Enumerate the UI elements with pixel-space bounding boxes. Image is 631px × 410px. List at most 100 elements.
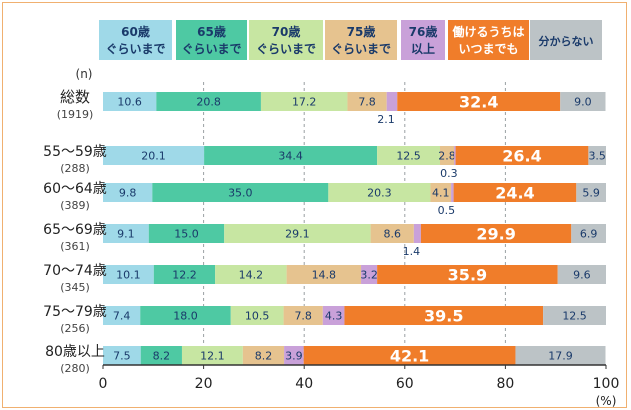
bar-segment-1-2 (377, 146, 441, 165)
bar-segment-5-1 (140, 306, 231, 325)
bar-segment-2-0 (103, 183, 153, 202)
bar-segment-4-3 (286, 265, 362, 284)
bar-segment-5-0 (103, 306, 141, 325)
bar-segment-0-0 (103, 92, 157, 111)
legend-label-0-0: 60歳 (121, 24, 150, 39)
value-label-6-5: 42.1 (390, 347, 429, 366)
value-label-5-6: 12.5 (562, 310, 587, 323)
bar-segment-6-6 (515, 346, 606, 365)
bar-segment-0-4 (386, 92, 398, 111)
category-n-2: (389) (60, 199, 90, 212)
value-label-4-1: 12.2 (172, 269, 197, 282)
bar-segment-4-6 (557, 265, 606, 284)
value-label-0-1: 20.8 (196, 96, 221, 109)
bar-segment-1-0 (103, 146, 205, 165)
bar-segment-5-4 (322, 306, 345, 325)
value-label-0-2: 17.2 (292, 96, 317, 109)
value-label-1-2: 12.5 (396, 150, 421, 163)
legend-label-5-0: 働けるうちは (451, 24, 524, 39)
category-n-3: (361) (60, 240, 90, 253)
value-label-5-4: 4.3 (325, 310, 343, 323)
x-tick-label-2: 40 (295, 376, 313, 392)
value-label-5-3: 7.8 (294, 310, 312, 323)
value-label-0-4: 2.1 (377, 113, 395, 126)
bar-segment-4-5 (377, 265, 558, 284)
legend-label-4-0: 76歳 (409, 24, 438, 39)
legend-label-6-0: 分からない (539, 34, 594, 48)
bar-segment-2-5 (453, 183, 577, 202)
category-label-5: 75～79歳 (43, 304, 107, 320)
x-tick-label-1: 20 (195, 376, 213, 392)
value-label-3-6: 6.9 (580, 228, 598, 241)
bar-segment-4-4 (361, 265, 378, 284)
legend-label-1-1: ぐらいまで (181, 42, 241, 56)
bar-segment-1-4 (454, 146, 456, 165)
legend-label-0-1: ぐらいまで (105, 42, 165, 56)
value-label-6-6: 17.9 (548, 350, 573, 363)
bar-segment-1-1 (204, 146, 378, 165)
x-tick-label-0: 0 (99, 376, 108, 392)
value-label-2-4: 0.5 (438, 204, 456, 217)
legend-label-4-1: 以上 (411, 41, 435, 56)
category-n-1: (288) (60, 162, 90, 175)
value-label-3-4: 1.4 (403, 245, 421, 258)
bars: 10.6 20.8 17.2 7.82.132.4 9.020.1 34.4 12.5 2.8… (103, 92, 606, 366)
value-label-0-3: 7.8 (358, 96, 376, 109)
legend-label-2-1: ぐらいまで (256, 42, 316, 56)
value-label-5-5: 39.5 (424, 307, 463, 326)
bar-segment-0-2 (260, 92, 348, 111)
bar-segment-4-0 (103, 265, 154, 284)
legend-swatch-0 (99, 20, 172, 60)
value-label-6-1: 8.2 (153, 350, 171, 363)
value-label-5-2: 10.5 (245, 310, 270, 323)
legend-label-3-0: 75歳 (347, 24, 376, 39)
bar-segment-6-1 (140, 346, 182, 365)
legend-swatch-1 (176, 20, 247, 60)
bar-segment-2-4 (451, 183, 454, 202)
value-label-5-1: 18.0 (173, 310, 198, 323)
value-label-1-3: 2.8 (438, 150, 456, 163)
value-label-2-0: 9.8 (119, 187, 137, 200)
bar-segment-6-2 (181, 346, 243, 365)
value-label-3-0: 9.1 (117, 228, 135, 241)
value-label-6-3: 8.2 (255, 350, 273, 363)
n-unit-label: (n) (76, 67, 93, 81)
category-label-6: 80歳以上 (45, 344, 105, 360)
grid (203, 82, 506, 362)
bar-segment-1-6 (588, 146, 606, 165)
value-label-2-2: 20.3 (367, 187, 392, 200)
value-label-6-2: 12.1 (200, 350, 225, 363)
legend-label-2-0: 70歳 (272, 24, 301, 39)
bar-segment-4-2 (215, 265, 287, 284)
category-label-4: 70～74歳 (43, 263, 107, 279)
value-label-3-1: 15.0 (174, 228, 199, 241)
bar-segment-3-4 (413, 224, 421, 243)
category-labels: (n) 総数 (1919) 55～59歳 (288) 60～64歳 (389) 65～69歳 (… (43, 67, 107, 375)
bar-segment-4-1 (153, 265, 216, 284)
value-label-4-0: 10.1 (116, 269, 141, 282)
category-n-5: (256) (60, 322, 90, 335)
bar-segment-6-4 (284, 346, 304, 365)
value-label-4-2: 14.2 (239, 269, 264, 282)
category-n-6: (280) (60, 362, 90, 375)
value-label-2-3: 4.1 (432, 187, 450, 200)
legend-swatch-2 (249, 20, 323, 60)
value-label-2-1: 35.0 (228, 187, 253, 200)
value-label-1-5: 26.4 (502, 147, 541, 166)
category-n-4: (345) (60, 281, 90, 294)
x-axis: 0 20 40 60 80 100 (%) (99, 364, 619, 408)
x-unit-label: (%) (596, 394, 617, 408)
bar-segment-2-3 (430, 183, 452, 202)
value-label-5-0: 7.4 (113, 310, 131, 323)
bar-segment-2-6 (576, 183, 606, 202)
bar-segment-3-0 (103, 224, 149, 243)
bar-segment-5-6 (543, 306, 606, 325)
category-label-3: 65～69歳 (43, 222, 107, 238)
bar-segment-3-2 (224, 224, 371, 243)
bar-segment-1-3 (440, 146, 455, 165)
bar-segment-3-3 (370, 224, 414, 243)
legend-label-3-1: ぐらいまで (331, 42, 391, 56)
